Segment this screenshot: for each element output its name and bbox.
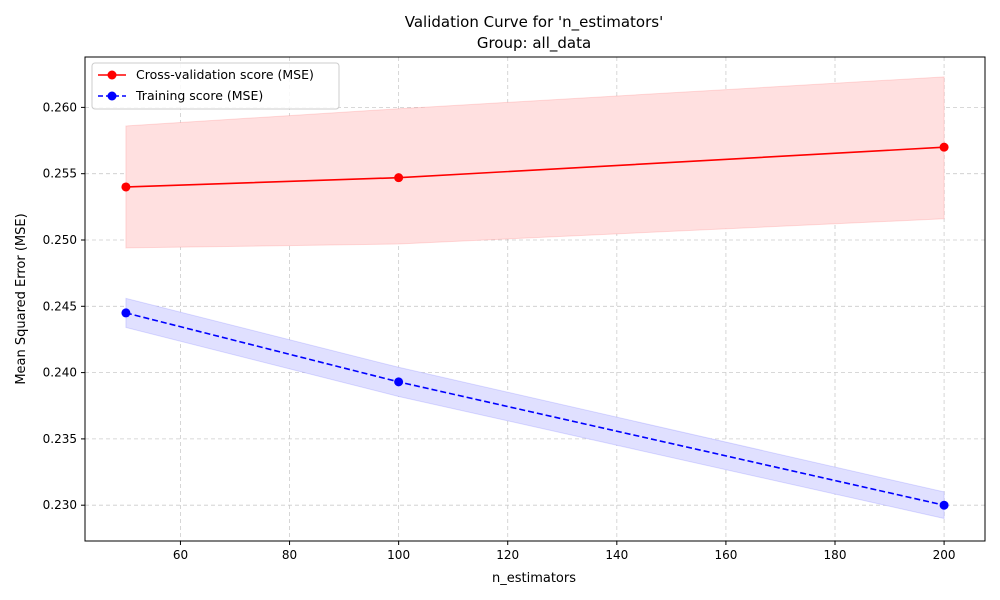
y-axis-ticks: 0.230 0.235 0.240 0.245 0.250 0.255 0.260 [43, 100, 85, 512]
series-1-point [394, 377, 404, 387]
chart-title: Validation Curve for 'n_estimators' [405, 13, 663, 32]
band-layer [125, 76, 945, 520]
legend: Cross-validation score (MSE) Training sc… [91, 62, 340, 110]
x-axis-ticks: 60 80 100 120 140 160 180 200 [173, 541, 956, 562]
chart-subtitle: Group: all_data [477, 34, 591, 53]
x-tick-label: 80 [282, 548, 297, 562]
marker-layer [121, 142, 949, 510]
y-tick-label: 0.230 [43, 498, 77, 512]
legend-training-label: Training score (MSE) [135, 88, 263, 103]
series-0-point [394, 173, 404, 183]
legend-training-marker [107, 91, 117, 101]
series-0-band [125, 76, 945, 249]
x-tick-label: 120 [496, 548, 519, 562]
series-0-point [939, 142, 949, 152]
y-tick-label: 0.240 [43, 366, 77, 380]
plot-frame [84, 56, 986, 542]
x-tick-label: 200 [933, 548, 956, 562]
series-0-point [121, 182, 131, 192]
x-tick-label: 160 [714, 548, 737, 562]
legend-cv-label: Cross-validation score (MSE) [136, 67, 314, 82]
y-tick-label: 0.235 [43, 432, 77, 446]
y-tick-label: 0.250 [43, 233, 77, 247]
y-axis-label: Mean Squared Error (MSE) [14, 213, 29, 384]
x-axis-label: n_estimators [492, 571, 576, 586]
legend-box [91, 62, 340, 110]
x-tick-label: 60 [173, 548, 188, 562]
y-tick-label: 0.260 [43, 100, 77, 114]
y-tick-label: 0.245 [43, 299, 77, 313]
x-tick-label: 180 [824, 548, 847, 562]
series-1-point [121, 308, 131, 318]
series-1-band [125, 297, 945, 520]
x-tick-label: 100 [387, 548, 410, 562]
y-tick-label: 0.255 [43, 167, 77, 181]
series-1-point [939, 500, 949, 510]
x-tick-label: 140 [605, 548, 628, 562]
legend-cv-marker [107, 70, 117, 80]
